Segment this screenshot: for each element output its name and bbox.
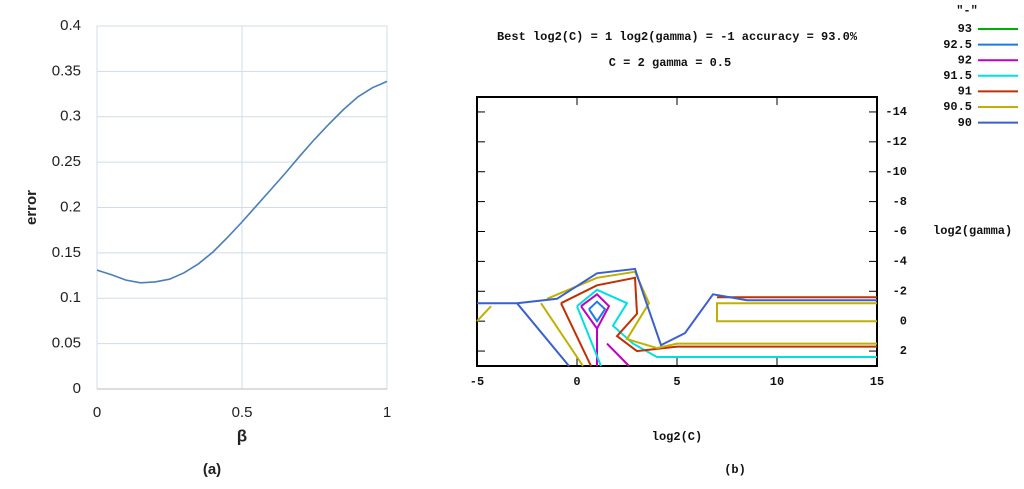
caption: (a): [203, 461, 221, 478]
plot-frame: [476, 96, 878, 367]
y-axis-label: log2(gamma): [933, 224, 1012, 238]
legend-label: 93: [958, 22, 972, 36]
y-tick-label: 0.4: [60, 17, 81, 34]
y-tick-label: -4: [893, 255, 907, 269]
contour-line: [580, 292, 630, 367]
legend-title: "-": [956, 4, 978, 18]
chart-a: 0 0.05 0.1 0.15 0.2 0.25 0.3 0.35 0.4 0 0.5 1 β error…: [23, 17, 391, 478]
y-tick-label: 0.3: [60, 108, 81, 125]
x-axis-label: β: [237, 426, 247, 445]
contour-line: [476, 270, 877, 367]
legend-label: 91: [958, 85, 972, 99]
y-tick-label: -12: [885, 135, 907, 149]
y-tick-label: 0.25: [52, 153, 81, 170]
y-axis-label: error: [23, 190, 40, 225]
contour-line: [560, 276, 877, 367]
y-tick-label: 0.15: [52, 244, 81, 261]
y-tick-label: -2: [893, 284, 907, 298]
chart-b: Best log2(C) = 1 log2(gamma) = -1 accura…: [470, 4, 1018, 477]
contour-line: [477, 267, 877, 367]
y-tick-label: 2: [900, 344, 907, 358]
legend-label: 90.5: [943, 100, 972, 114]
y-tick-label: -10: [885, 165, 907, 179]
y-tick-label: 0.05: [52, 335, 81, 352]
x-axis-label: log2(C): [652, 430, 702, 444]
legend-label: 92.5: [943, 38, 972, 52]
contour-line: [576, 288, 877, 367]
legend-label: 92: [958, 53, 972, 67]
y-tick-label: 0.35: [52, 62, 81, 79]
y-tick-label: -6: [893, 225, 907, 239]
x-tick-label: -5: [470, 375, 484, 389]
x-tick-label: 10: [770, 375, 784, 389]
y-tick-label: 0: [73, 380, 81, 397]
x-tick-label: 0.5: [232, 404, 253, 421]
x-tick-label: 1: [383, 404, 391, 421]
x-tick-label: 5: [673, 375, 680, 389]
x-tick-label: 0: [573, 375, 580, 389]
line: [96, 80, 388, 284]
y-tick-label: 0: [900, 314, 907, 328]
y-tick-label: -8: [893, 195, 907, 209]
x-tick-label: 15: [870, 375, 884, 389]
legend-label: 91.5: [943, 69, 972, 83]
legend-label: 90: [958, 116, 972, 130]
y-tick-label: -14: [885, 105, 907, 119]
contour-line: [588, 300, 607, 324]
caption: (b): [724, 463, 746, 477]
x-tick-label: 0: [93, 404, 101, 421]
chart-title: Best log2(C) = 1 log2(gamma) = -1 accura…: [497, 30, 858, 44]
chart-subtitle: C = 2 gamma = 0.5: [609, 56, 731, 70]
y-tick-label: 0.1: [60, 289, 81, 306]
y-tick-label: 0.2: [60, 198, 81, 215]
